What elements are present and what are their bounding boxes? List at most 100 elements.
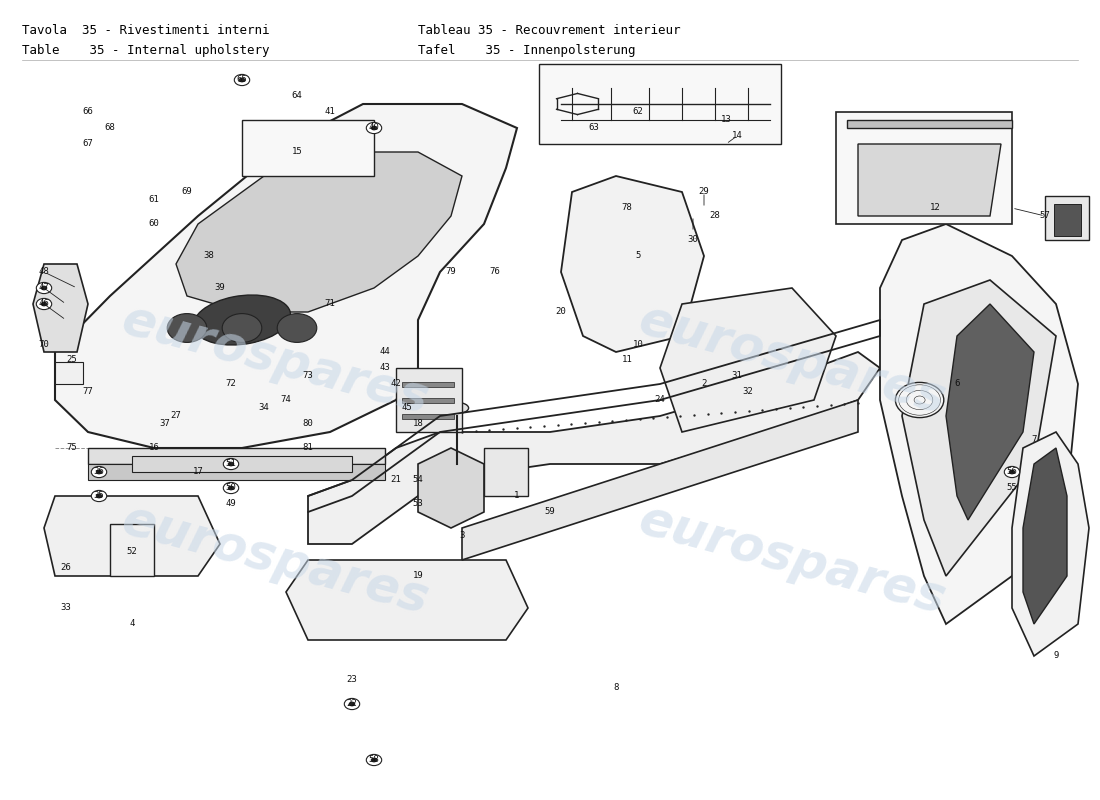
Text: 37: 37	[160, 419, 170, 429]
Text: 6: 6	[955, 379, 959, 389]
Circle shape	[96, 470, 102, 474]
Text: 15: 15	[292, 147, 302, 157]
Circle shape	[96, 494, 102, 498]
Text: 13: 13	[720, 115, 732, 125]
Circle shape	[91, 466, 107, 478]
Circle shape	[277, 314, 317, 342]
Polygon shape	[847, 120, 1012, 128]
Circle shape	[349, 702, 355, 706]
Text: 31: 31	[732, 371, 742, 381]
Circle shape	[91, 490, 107, 502]
Circle shape	[223, 482, 239, 494]
Circle shape	[366, 122, 382, 134]
Polygon shape	[946, 304, 1034, 520]
Text: 69: 69	[182, 187, 192, 197]
Circle shape	[228, 462, 234, 466]
Text: 77: 77	[82, 387, 94, 397]
Text: 20: 20	[556, 307, 566, 317]
Text: 18: 18	[412, 419, 424, 429]
Bar	[242, 120, 374, 176]
Text: eurospares: eurospares	[634, 496, 950, 624]
Text: 12: 12	[930, 203, 940, 213]
Text: 44: 44	[379, 347, 390, 357]
Text: 23: 23	[346, 675, 358, 685]
Circle shape	[167, 314, 207, 342]
Polygon shape	[44, 496, 220, 576]
Text: 33: 33	[60, 603, 72, 613]
Text: 81: 81	[302, 443, 313, 453]
Polygon shape	[132, 456, 352, 472]
Text: 7: 7	[1032, 435, 1036, 445]
Text: Tableau 35 - Recouvrement interieur: Tableau 35 - Recouvrement interieur	[418, 24, 681, 37]
Bar	[55, 362, 82, 384]
Text: Tavola  35 - Rivestimenti interni: Tavola 35 - Rivestimenti interni	[22, 24, 270, 37]
Text: 67: 67	[82, 139, 94, 149]
Text: 36: 36	[94, 467, 104, 477]
Text: 34: 34	[258, 403, 270, 413]
Text: eurospares: eurospares	[117, 296, 433, 424]
Text: 78: 78	[621, 203, 632, 213]
Text: 80: 80	[302, 419, 313, 429]
Circle shape	[1009, 470, 1015, 474]
Circle shape	[36, 298, 52, 310]
Text: 66: 66	[82, 107, 94, 117]
Polygon shape	[396, 368, 462, 432]
Circle shape	[344, 698, 360, 710]
Text: 3: 3	[460, 531, 464, 541]
Text: 38: 38	[204, 251, 214, 261]
Circle shape	[222, 314, 262, 342]
Text: 4: 4	[130, 619, 134, 629]
Text: 1: 1	[515, 491, 519, 501]
Text: 71: 71	[324, 299, 336, 309]
Text: eurospares: eurospares	[634, 296, 950, 424]
Polygon shape	[858, 144, 1001, 216]
Polygon shape	[660, 288, 836, 432]
Text: 46: 46	[39, 299, 50, 309]
Text: 70: 70	[39, 339, 50, 349]
Polygon shape	[418, 448, 484, 528]
Text: 35: 35	[94, 491, 104, 501]
Text: 59: 59	[544, 507, 556, 517]
Polygon shape	[561, 176, 704, 352]
Polygon shape	[1023, 448, 1067, 624]
Bar	[1045, 196, 1089, 240]
Text: 17: 17	[192, 467, 204, 477]
Text: 24: 24	[654, 395, 666, 405]
Circle shape	[371, 126, 377, 130]
Bar	[1054, 204, 1081, 236]
Polygon shape	[1012, 432, 1089, 656]
Text: 51: 51	[226, 459, 236, 469]
Text: Tafel    35 - Innenpolsterung: Tafel 35 - Innenpolsterung	[418, 44, 636, 57]
Text: 72: 72	[226, 379, 236, 389]
Text: 58: 58	[368, 755, 379, 765]
Text: 32: 32	[742, 387, 754, 397]
Text: 14: 14	[732, 131, 742, 141]
Polygon shape	[880, 224, 1078, 624]
Circle shape	[366, 754, 382, 766]
Text: 8: 8	[614, 683, 618, 693]
Polygon shape	[286, 560, 528, 640]
Text: 65: 65	[236, 75, 248, 85]
Text: 21: 21	[390, 475, 402, 485]
Circle shape	[36, 282, 52, 294]
Text: 2: 2	[702, 379, 706, 389]
Circle shape	[228, 486, 234, 490]
Ellipse shape	[444, 402, 469, 414]
Text: 40: 40	[368, 123, 379, 133]
Circle shape	[1004, 466, 1020, 478]
Text: 29: 29	[698, 187, 710, 197]
Polygon shape	[308, 352, 880, 544]
Text: 63: 63	[588, 123, 600, 133]
Circle shape	[371, 758, 377, 762]
Polygon shape	[902, 280, 1056, 576]
Text: 25: 25	[66, 355, 77, 365]
Text: 50: 50	[226, 483, 236, 493]
Text: 74: 74	[280, 395, 292, 405]
Text: 41: 41	[324, 107, 336, 117]
Text: 39: 39	[214, 283, 225, 293]
Text: 27: 27	[170, 411, 182, 421]
Text: 55: 55	[1006, 483, 1018, 493]
Text: 54: 54	[412, 475, 424, 485]
Text: 22: 22	[346, 699, 358, 709]
Text: 52: 52	[126, 547, 138, 557]
